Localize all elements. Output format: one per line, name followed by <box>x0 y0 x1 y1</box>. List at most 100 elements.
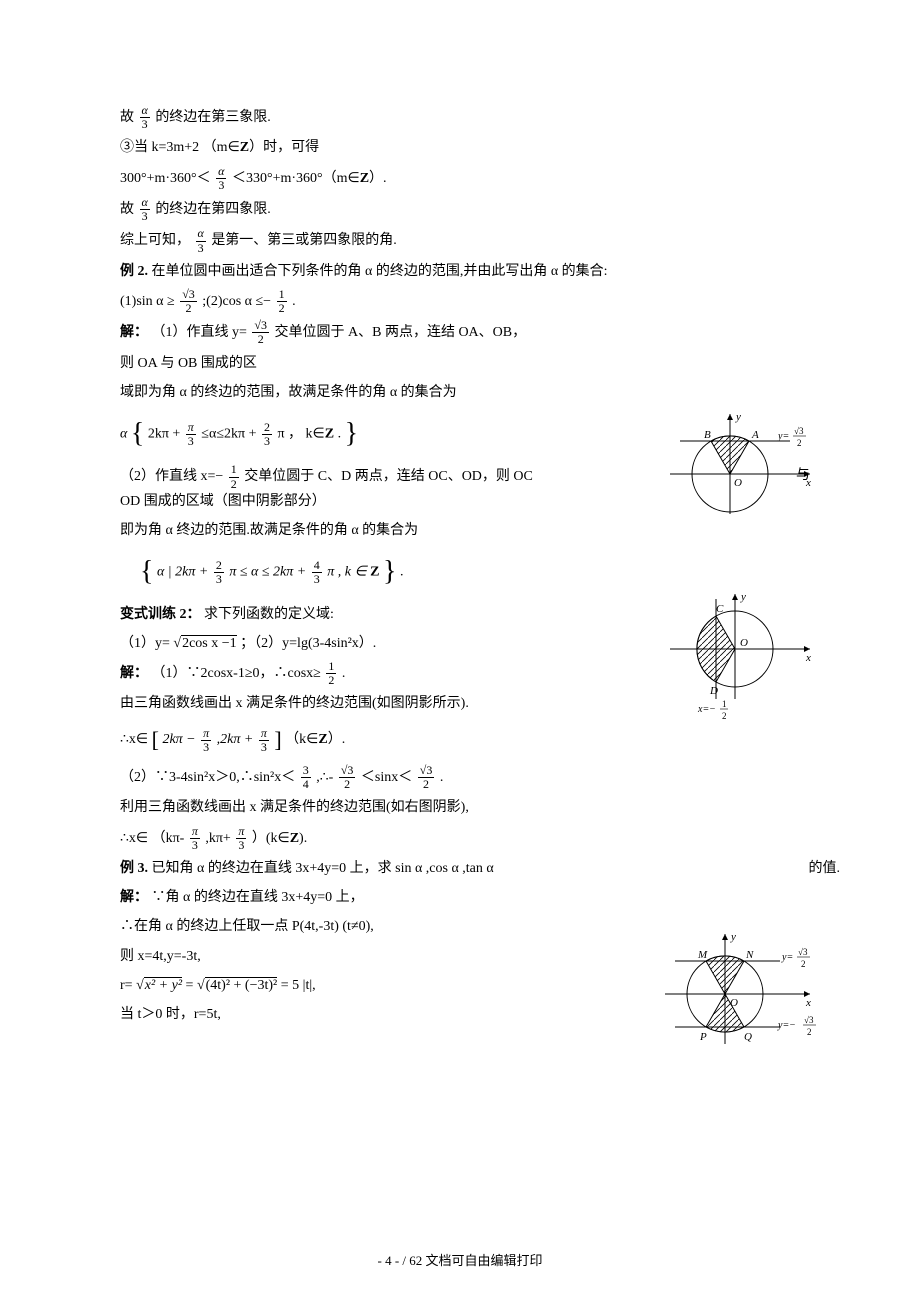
line-4: 故 α3 的终边在第四象限. <box>120 196 800 223</box>
page-footer: - 4 - / 62 文档可自由编辑打印 <box>0 1249 920 1272</box>
svg-text:P: P <box>699 1031 707 1043</box>
text: 交单位圆于 C、D 两点，连结 OC、OD，则 OC <box>244 469 533 484</box>
text: ）(k∈ <box>252 831 290 846</box>
figure-3: M N P Q O x y y= √3 2 y=− √3 2 <box>660 924 820 1073</box>
text: 故 <box>120 110 134 125</box>
text: ≤α≤2kπ + <box>201 426 256 441</box>
svg-text:√3: √3 <box>804 1015 814 1025</box>
text: 则 x=4t,y=-3t, <box>120 949 201 964</box>
svg-text:D: D <box>709 685 718 697</box>
frac-alpha-3: α3 <box>216 165 226 192</box>
svg-text:2: 2 <box>722 711 727 721</box>
text: r= <box>120 978 133 993</box>
frac-sqrt3-2: √32 <box>180 288 197 315</box>
example-3: 例 3. 已知角 α 的终边在直线 3x+4y=0 上，求 sin α ,cos… <box>120 856 800 881</box>
ex3-label: 例 3. <box>120 861 148 876</box>
example-2-title: 例 2. 在单位圆中画出适合下列条件的角 α 的终边的范围,并由此写出角 α 的… <box>120 259 800 284</box>
text: ,kπ+ <box>205 831 230 846</box>
text: （1）y= <box>120 636 170 651</box>
svg-text:y: y <box>735 411 741 423</box>
text: ；（2）y=lg(3-4sin²x）. <box>240 636 376 651</box>
solution-1c: 域即为角 α 的终边的范围，故满足条件的角 α 的集合为 <box>120 380 800 405</box>
text: 综上可知， <box>120 233 190 248</box>
text: π ， k∈ <box>277 426 324 441</box>
text: 当 t＞0 时，r=5t, <box>120 1007 221 1022</box>
text: 由三角函数线画出 x 满足条件的终边范围(如图阴影所示). <box>120 696 469 711</box>
svg-text:2: 2 <box>797 438 802 448</box>
text: （2）∵3-4sin²x＞0,∴sin²x＜ <box>120 770 295 785</box>
svg-text:1: 1 <box>722 699 727 709</box>
var2-label: 变式训练 2： <box>120 607 201 622</box>
svg-text:O: O <box>734 477 742 489</box>
text: 则 OA 与 OB 围成的区 <box>120 356 257 371</box>
text: 的终边在第四象限. <box>155 202 271 217</box>
frac-pi3: π3 <box>201 727 211 754</box>
brace-close: } <box>383 556 396 587</box>
text: π ≤ α ≤ 2kπ + <box>229 565 306 580</box>
ex2-text: 在单位圆中画出适合下列条件的角 α 的终边的范围,并由此写出角 α 的集合: <box>152 264 608 279</box>
text: ∴x∈ （kπ- <box>120 831 184 846</box>
bracket-close: ] <box>274 727 281 752</box>
text: ③当 k=3m+2 （m∈ <box>120 140 240 155</box>
text: 域即为角 α 的终边的范围，故满足条件的角 α 的集合为 <box>120 385 457 400</box>
sol4f: ∴x∈ （kπ- π3 ,kπ+ π3 ）(k∈Z). <box>120 825 800 852</box>
text: 300°+m·360°＜ <box>120 170 211 185</box>
solution-1: 解： （1）作直线 y= √32 交单位圆于 A、B 两点，连结 OA、OB， <box>120 319 800 346</box>
sol4a: （2）∵3-4sin²x＞0,∴sin²x＜ 34 ,∴- √32 ＜sinx＜… <box>120 764 800 791</box>
frac-pi3: π3 <box>186 421 196 448</box>
text: 故 <box>120 202 134 217</box>
line-3: 300°+m·360°＜ α3 ＜330°+m·360°（m∈Z）. <box>120 165 800 192</box>
text: 的终边在第三象限. <box>155 110 271 125</box>
svg-text:y=−: y=− <box>777 1020 796 1031</box>
text: ＜sinx＜ <box>361 770 412 785</box>
text: α <box>120 426 127 441</box>
text: ∵角 α 的终边在直线 3x+4y=0 上， <box>152 890 364 905</box>
unit-circle-fig3-icon: M N P Q O x y y= √3 2 y=− √3 2 <box>660 924 830 1064</box>
sol-label: 解： <box>120 325 148 340</box>
frac-alpha-3: α3 <box>196 227 206 254</box>
svg-text:x=−: x=− <box>697 704 716 715</box>
sol-label: 解： <box>120 666 148 681</box>
svg-text:y: y <box>740 591 746 603</box>
bracket-open: [ <box>152 727 159 752</box>
z-set: Z <box>240 140 249 155</box>
solution-1b: 则 OA 与 OB 围成的区 <box>120 351 800 376</box>
sqrt-expr: √x² + y² <box>136 977 182 993</box>
brace-open: { <box>140 556 153 587</box>
frac-2-3: 23 <box>214 559 224 586</box>
frac-4-3: 43 <box>312 559 322 586</box>
svg-text:y=: y= <box>777 431 789 442</box>
text: ∴在角 α 的终边上任取一点 P(4t,-3t) (t≠0), <box>120 919 374 934</box>
sol5: 解： ∵角 α 的终边在直线 3x+4y=0 上， <box>120 885 800 910</box>
text: ∴x∈ <box>120 732 148 747</box>
frac-pi3: π3 <box>259 727 269 754</box>
frac-pi3: π3 <box>190 825 200 852</box>
text: . <box>440 770 444 785</box>
text: （2）作直线 x=− <box>120 469 223 484</box>
line-5: 综上可知， α3 是第一、第三或第四象限的角. <box>120 227 800 254</box>
line-1: 故 α3 的终边在第三象限. <box>120 104 800 131</box>
frac-alpha-3: α3 <box>140 104 150 131</box>
z-set: Z <box>360 170 369 185</box>
svg-text:O: O <box>730 997 738 1009</box>
text: . <box>342 666 346 681</box>
content-area: 故 α3 的终边在第三象限. ③当 k=3m+2 （m∈Z）时，可得 300°+… <box>120 104 800 1027</box>
text: （1）作直线 y= <box>152 325 247 340</box>
side-text: 的值. <box>809 856 841 881</box>
text: . <box>292 294 296 309</box>
sol4e: 利用三角函数线画出 x 满足条件的终边范围(如右图阴影), <box>120 795 800 820</box>
text: （1）∵2cosx-1≥0，∴cosx≥ <box>152 666 321 681</box>
text: OD 围成的区域（图中阴影部分） <box>120 494 326 509</box>
svg-text:C: C <box>716 603 724 615</box>
brace-open: { <box>131 418 144 449</box>
svg-text:y=: y= <box>781 952 793 963</box>
sqrt-expr: √2cos x −1 <box>173 635 236 651</box>
frac-2-3: 23 <box>262 421 272 448</box>
svg-text:O: O <box>740 637 748 649</box>
text: π , k ∈ <box>327 565 370 580</box>
footer-text: - 4 - / 62 文档可自由编辑打印 <box>377 1253 542 1268</box>
svg-text:M: M <box>697 949 708 961</box>
figure-1: B A O x y y= √3 2 <box>660 404 820 533</box>
svg-text:2: 2 <box>807 1027 812 1037</box>
unit-circle-fig1-icon: B A O x y y= √3 2 <box>660 404 820 524</box>
